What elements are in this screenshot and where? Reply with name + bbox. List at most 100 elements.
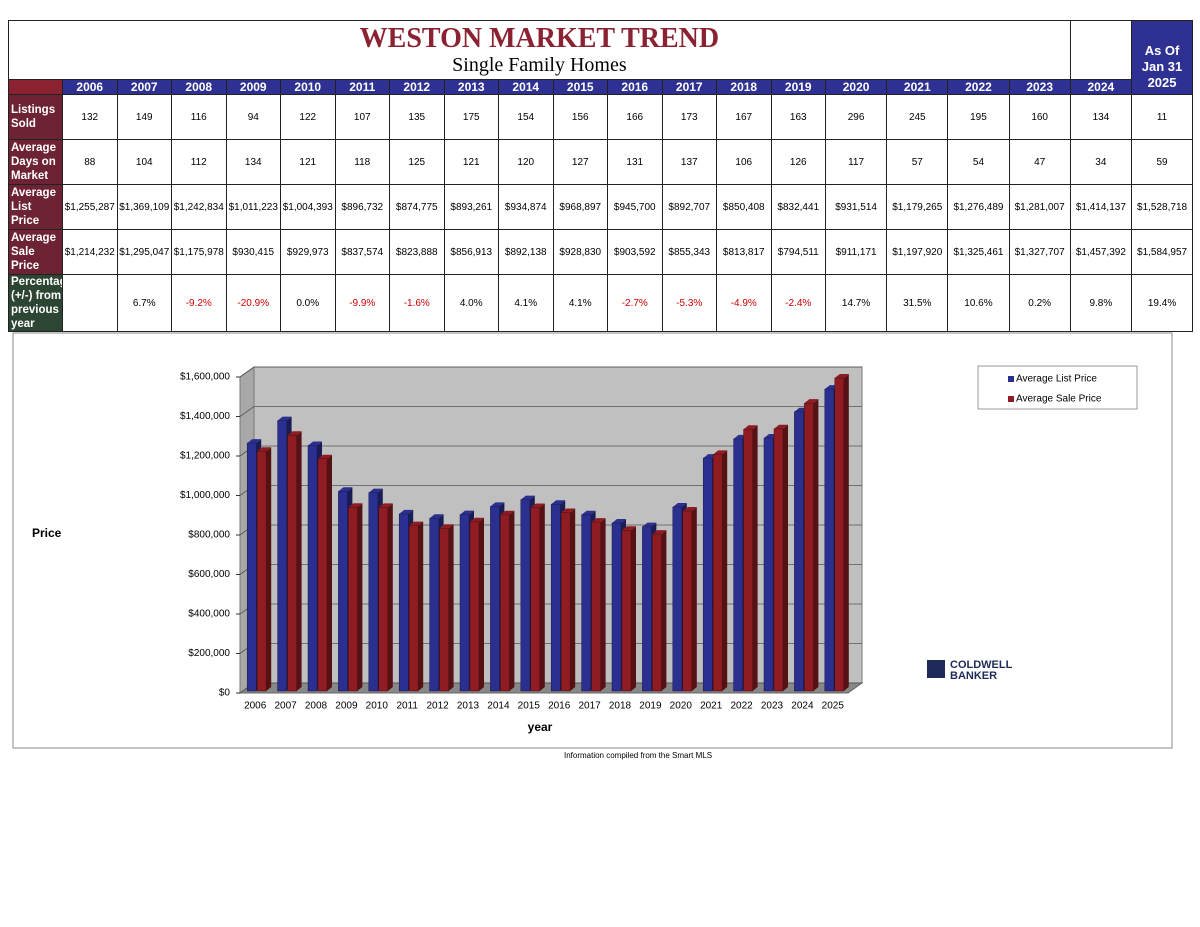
bar — [368, 492, 379, 692]
x-tick-label: 2022 — [730, 701, 753, 712]
year-header: 2012 — [389, 79, 445, 95]
bar-side — [539, 503, 545, 691]
logo-icon — [927, 660, 945, 678]
bar-side — [691, 507, 697, 691]
cell: $945,700 — [607, 184, 663, 230]
cell: $1,528,718 — [1130, 184, 1194, 230]
bar — [490, 506, 500, 692]
x-tick-label: 2025 — [822, 701, 845, 712]
cell: 131 — [607, 139, 663, 185]
bar-top — [247, 439, 262, 444]
cell: 195 — [947, 94, 1010, 140]
bar-top — [774, 424, 788, 429]
subtitle: Single Family Homes — [452, 54, 627, 76]
bar — [834, 377, 845, 692]
bar — [530, 507, 541, 692]
year-header: 2024 — [1069, 79, 1132, 95]
bar — [682, 510, 693, 692]
x-axis-title: year — [528, 720, 553, 734]
y-tick-label: $800,000 — [188, 530, 230, 541]
cell: 59 — [1130, 139, 1194, 185]
bar-side — [479, 517, 484, 691]
bar — [246, 442, 257, 692]
cell: 14.7% — [824, 274, 888, 332]
legend-label: Average List Price — [1016, 374, 1097, 385]
cell: 132 — [62, 94, 118, 140]
cell: $850,408 — [716, 184, 772, 230]
x-tick-label: 2015 — [518, 701, 541, 712]
y-tick-label: $1,600,000 — [180, 372, 230, 383]
bar — [429, 517, 439, 692]
bar — [621, 530, 632, 692]
x-tick-label: 2019 — [639, 701, 662, 712]
bar-top — [834, 373, 849, 378]
bar-top — [743, 425, 758, 430]
cell: $892,707 — [661, 184, 717, 230]
year-header: 2010 — [280, 79, 336, 95]
bar-top — [287, 431, 302, 436]
cell: $896,732 — [334, 184, 390, 230]
cell: $929,973 — [280, 229, 336, 275]
row-label: Average List Price — [8, 184, 63, 230]
bar — [804, 402, 814, 692]
year-header: 2008 — [171, 79, 227, 95]
row-label: Average Sale Price — [8, 229, 63, 275]
cell: 88 — [62, 139, 118, 185]
legend-swatch — [1008, 376, 1014, 382]
cell: 118 — [334, 139, 390, 185]
bar-top — [368, 488, 383, 493]
bar — [500, 514, 510, 692]
bar-top — [581, 510, 596, 515]
bar-top — [530, 503, 545, 508]
bar — [712, 454, 723, 692]
x-tick-label: 2011 — [396, 701, 418, 712]
bar-top — [652, 530, 667, 535]
title-row: WESTON MARKET TREND Single Family Homes As… — [8, 20, 1194, 95]
bar-side — [661, 530, 667, 691]
bar — [287, 434, 297, 692]
bar — [702, 457, 713, 692]
bar-side — [843, 373, 849, 691]
blank-cell — [1069, 20, 1132, 80]
bar-side — [600, 518, 606, 691]
cell: 156 — [552, 94, 608, 140]
legend-swatch — [1008, 396, 1014, 402]
cell: 163 — [770, 94, 826, 140]
cell: $928,830 — [552, 229, 608, 275]
cell: 122 — [280, 94, 336, 140]
cell: 126 — [770, 139, 826, 185]
bar — [581, 514, 591, 692]
cell: 116 — [171, 94, 227, 140]
bar — [642, 526, 652, 692]
cell: 0.2% — [1008, 274, 1071, 332]
cell: $1,242,834 — [171, 184, 227, 230]
cell: 31.5% — [886, 274, 949, 332]
bar — [317, 458, 328, 692]
data-row: Average List Price $1,255,287 $1,369,109 $1… — [8, 184, 1194, 230]
x-tick-label: 2009 — [335, 701, 358, 712]
bar-top — [713, 450, 728, 455]
bar-top — [399, 509, 414, 514]
cell: 166 — [607, 94, 663, 140]
bar — [256, 450, 267, 692]
cell: $855,343 — [661, 229, 717, 275]
bar-top — [490, 502, 505, 507]
bar-top — [439, 524, 454, 529]
y-tick-label: $1,200,000 — [180, 451, 230, 462]
data-row: Listings Sold 132 149 116 94 122 107 135 175 154 1… — [8, 94, 1194, 140]
bar-top — [804, 399, 819, 404]
cell: 6.7% — [116, 274, 172, 332]
bar-side — [783, 424, 788, 691]
cell: $1,011,223 — [225, 184, 281, 230]
year-header: 2011 — [334, 79, 390, 95]
data-row: Average Days on Market 88 104 112 134 121 118 1… — [8, 139, 1194, 185]
x-tick-label: 2008 — [305, 701, 328, 712]
cell: 4.0% — [443, 274, 499, 332]
cell: 245 — [886, 94, 949, 140]
cell: 106 — [716, 139, 772, 185]
cell: 94 — [225, 94, 281, 140]
cell: 19.4% — [1130, 274, 1194, 332]
x-tick-label: 2010 — [366, 701, 389, 712]
bar-top — [318, 454, 332, 459]
